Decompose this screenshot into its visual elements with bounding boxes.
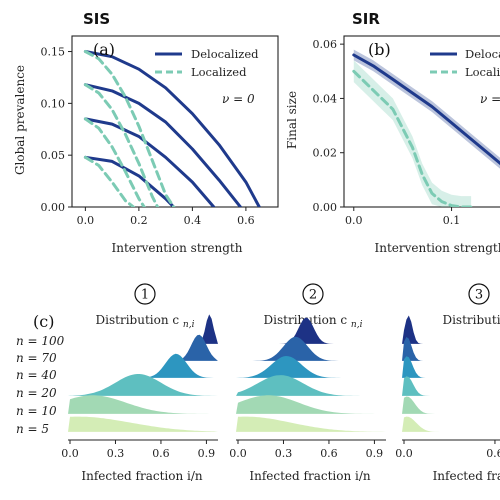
y-tick-label: 0.04 xyxy=(313,92,338,105)
legend-b-delocalized-label: Delocalized xyxy=(465,47,500,61)
panel-c: (c) n = 100 n = 70 n = 40 n = 20 n = 10 n = 5… xyxy=(16,283,500,483)
y-tick-label: 0.15 xyxy=(41,46,66,59)
ridge-x-tick-label: 0.6 xyxy=(152,447,170,460)
series-line-localized-4 xyxy=(83,50,176,207)
series-line-localized-1 xyxy=(352,69,473,207)
y-tick-label: 0.00 xyxy=(41,201,66,214)
ridge-group-3: 3 Distribution 0.0 0.6 Infected fracti xyxy=(395,283,500,483)
panel-a-ylabel: Global prevalence xyxy=(13,65,27,175)
ridge-x-tick-label: 0.9 xyxy=(198,447,216,460)
panel-b-xlabel: Intervention strength xyxy=(375,241,500,255)
ridge-area xyxy=(236,356,386,378)
group-number-label: 2 xyxy=(309,288,317,303)
ridge-row-label: n = 70 xyxy=(16,351,57,365)
ridge-x-tick-label: 0.0 xyxy=(395,447,413,460)
series-band-localized xyxy=(353,60,472,207)
group-number-circle xyxy=(134,283,156,305)
ridge-row-label: n = 20 xyxy=(16,386,57,400)
panel-a-xlabel: Intervention strength xyxy=(112,241,243,255)
ridge-area xyxy=(68,334,218,361)
series-line-localized-7 xyxy=(83,155,135,207)
x-tick-label: 0.6 xyxy=(237,214,255,227)
x-tick-label: 0.4 xyxy=(184,214,202,227)
ridge-area xyxy=(236,416,386,432)
y-tick-label: 0.10 xyxy=(41,97,66,110)
group-number-circle xyxy=(302,283,324,305)
group-number-label: 1 xyxy=(141,288,149,303)
ridge-area xyxy=(402,376,500,396)
series-line-localized-6 xyxy=(83,117,146,207)
panel-c-label: (c) xyxy=(33,312,54,331)
series-layer xyxy=(83,50,261,207)
y-tick-label: 0.05 xyxy=(41,149,66,162)
panel-b: SIR 0.0 0.1 0.00 0.02 0.04 0.06 (b) ν = 0 Del… xyxy=(285,10,500,255)
series-line-delocalized-1 xyxy=(83,83,242,207)
panel-c-row-labels: n = 100 n = 70 n = 40 n = 20 n = 10 n = 5 xyxy=(16,334,65,436)
ridge-group-2: 2Distribution c n,i0.00.30.60.9Infected … xyxy=(229,283,386,483)
ridge-area xyxy=(236,317,386,344)
ridge-x-tick-label: 0.0 xyxy=(61,447,79,460)
panel-b-nu-annotation: ν = 0 xyxy=(480,92,500,106)
ridge-area xyxy=(68,395,218,414)
group-subtitle: Distribution c n,i xyxy=(96,313,195,330)
ridge-area xyxy=(402,315,500,344)
ridge-area xyxy=(68,416,218,432)
panel-b-plot: 0.0 0.1 0.00 0.02 0.04 0.06 xyxy=(313,35,500,227)
plot-frame xyxy=(343,35,500,208)
ridge-area xyxy=(68,353,218,378)
ridge-xlabel: Infected fraction i/n xyxy=(249,469,371,483)
series-line-delocalized-0 xyxy=(83,50,261,207)
ridge-x-tick-label: 0.9 xyxy=(366,447,384,460)
ridge-x-tick-label: 0.3 xyxy=(107,447,125,460)
panel-a-title: SIS xyxy=(83,10,110,28)
legend-b-localized-label: Localized xyxy=(465,65,500,79)
ridge-row-label: n = 100 xyxy=(16,334,65,348)
ridge-x-tick-label: 0.6 xyxy=(320,447,338,460)
panel-a-plot: 0.0 0.2 0.4 0.6 0.00 0.05 0.10 0.15 xyxy=(41,35,279,227)
group-number-circle xyxy=(468,283,490,305)
panel-a-label: (a) xyxy=(93,40,115,59)
ridge-row-label: n = 5 xyxy=(16,422,49,436)
ridge-area xyxy=(68,374,218,396)
panel-a-nu-annotation: ν = 0 xyxy=(222,92,255,106)
series-layer xyxy=(352,49,500,207)
ridge-xlabel: Infected fracti xyxy=(433,469,500,483)
series-line-delocalized-0 xyxy=(352,53,500,166)
ridge-area xyxy=(236,395,386,414)
ridge-area xyxy=(402,356,500,378)
series-line-localized-5 xyxy=(83,83,160,207)
ridge-area xyxy=(402,337,500,361)
x-tick-label: 0.2 xyxy=(130,214,148,227)
y-tick-label: 0.00 xyxy=(313,201,338,214)
ridge-area xyxy=(402,416,500,432)
y-tick-label: 0.02 xyxy=(313,147,338,160)
group-subtitle: Distribution xyxy=(442,313,500,327)
panel-b-ylabel: Final size xyxy=(285,91,299,149)
panel-a: SIS 0.0 0.2 0.4 0.6 0.00 0.05 0.10 0.15 (a) ν =… xyxy=(13,10,279,255)
ridge-x-tick-label: 0.3 xyxy=(275,447,293,460)
ridge-x-tick-label: 0.6 xyxy=(486,447,500,460)
ridge-area xyxy=(236,336,386,361)
panel-b-title: SIR xyxy=(352,10,380,28)
panel-b-label: (b) xyxy=(368,40,391,59)
ridge-group-1: 1 Distribution c n,i 0.0 0.3 0.6 0.9 Infected … xyxy=(61,283,218,483)
x-tick-label: 0.0 xyxy=(345,214,363,227)
panel-c-groups: 1 Distribution c n,i 0.0 0.3 0.6 0.9 Infected … xyxy=(61,283,500,483)
ridge-row-label: n = 10 xyxy=(16,404,57,418)
ridge-x-tick-label: 0.0 xyxy=(229,447,247,460)
legend-a-localized-label: Localized xyxy=(191,65,247,79)
ridge-area xyxy=(236,375,386,396)
ridge-row-label: n = 40 xyxy=(16,368,57,382)
series-line-delocalized-2 xyxy=(83,117,216,207)
x-tick-label: 0.1 xyxy=(443,214,461,227)
y-tick-label: 0.06 xyxy=(313,38,338,51)
group-number-label: 3 xyxy=(475,288,483,303)
ridge-area xyxy=(402,396,500,414)
x-tick-label: 0.0 xyxy=(77,214,95,227)
legend-a-delocalized-label: Delocalized xyxy=(191,47,259,61)
ridge-xlabel: Infected fraction i/n xyxy=(81,469,203,483)
